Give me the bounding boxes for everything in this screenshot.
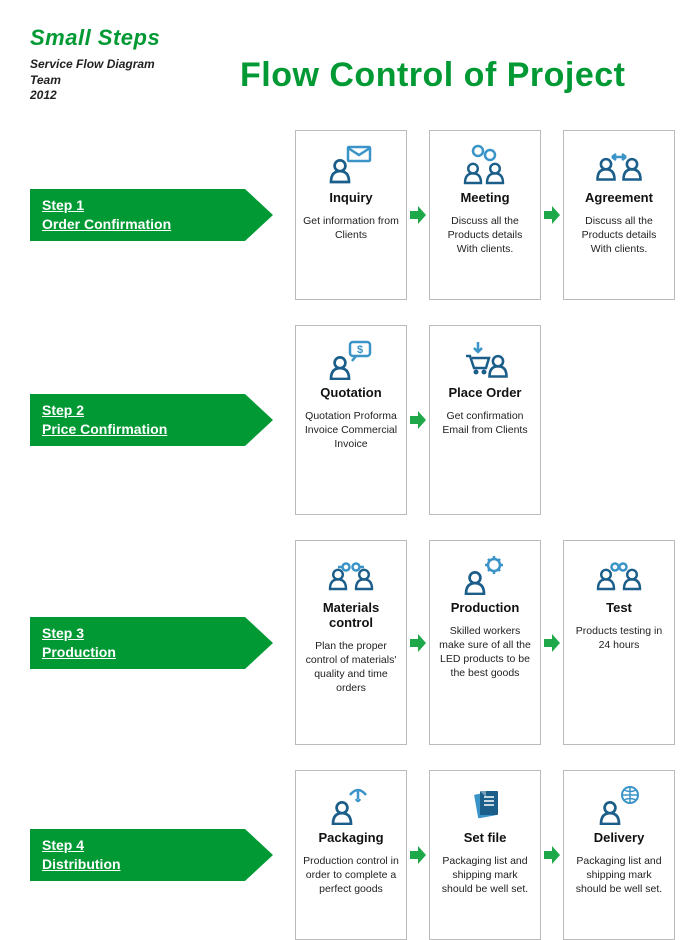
step-arrow: Step 1 Order Confirmation <box>30 189 275 241</box>
card-description: Products testing in 24 hours <box>570 624 668 652</box>
step-row: Step 1 Order Confirmation Inquiry Get in… <box>0 130 700 300</box>
card-description: Get confirmation Email from Clients <box>436 409 534 437</box>
card-title: Delivery <box>594 831 645 846</box>
card-description: Plan the proper control of materials' qu… <box>302 639 400 696</box>
step-arrow-label: Step 2 Price Confirmation <box>30 394 245 446</box>
card-description: Skilled workers make sure of all the LED… <box>436 624 534 681</box>
delivery-icon <box>594 781 644 827</box>
process-card: Production Skilled workers make sure of … <box>429 540 541 745</box>
production-icon <box>460 551 510 597</box>
card-description: Packaging list and shipping mark should … <box>436 854 534 897</box>
card-title: Meeting <box>460 191 509 206</box>
step-arrow: Step 3 Production <box>30 617 275 669</box>
flow-arrow-icon <box>541 130 563 300</box>
flow-arrow-icon <box>407 130 429 300</box>
card-title: Test <box>606 601 632 616</box>
process-card: Packaging Production control in order to… <box>295 770 407 940</box>
step-title: Distribution <box>42 855 245 874</box>
flow-arrow-icon <box>541 770 563 940</box>
process-card: Place Order Get confirmation Email from … <box>429 325 541 515</box>
step-number: Step 1 <box>42 196 245 215</box>
step-arrow-label: Step 3 Production <box>30 617 245 669</box>
meeting-icon <box>460 141 510 187</box>
process-card: Inquiry Get information from Clients <box>295 130 407 300</box>
card-group: Packaging Production control in order to… <box>295 770 675 940</box>
agreement-icon <box>594 141 644 187</box>
card-group: Materials control Plan the proper contro… <box>295 540 675 745</box>
process-card: Materials control Plan the proper contro… <box>295 540 407 745</box>
materials-icon <box>326 551 376 597</box>
process-card: Delivery Packaging list and shipping mar… <box>563 770 675 940</box>
card-description: Get information from Clients <box>302 214 400 242</box>
page-title: Flow Control of Project <box>240 56 625 95</box>
process-card: $ Quotation Quotation Proforma Invoice C… <box>295 325 407 515</box>
card-description: Discuss all the Products details With cl… <box>436 214 534 257</box>
step-arrow-label: Step 4 Distribution <box>30 829 245 881</box>
card-description: Production control in order to complete … <box>302 854 400 897</box>
card-title: Inquiry <box>329 191 372 206</box>
step-number: Step 2 <box>42 401 245 420</box>
card-title: Packaging <box>318 831 383 846</box>
packaging-icon <box>326 781 376 827</box>
card-title: Set file <box>464 831 507 846</box>
card-title: Production <box>451 601 520 616</box>
card-group: $ Quotation Quotation Proforma Invoice C… <box>295 325 541 515</box>
inquiry-icon <box>326 141 376 187</box>
test-icon <box>594 551 644 597</box>
order-icon <box>460 336 510 382</box>
step-title: Production <box>42 643 245 662</box>
step-row: Step 3 Production Materials control Plan… <box>0 540 700 745</box>
setfile-icon <box>460 781 510 827</box>
step-title: Order Confirmation <box>42 215 245 234</box>
step-arrow: Step 4 Distribution <box>30 829 275 881</box>
flow-arrow-icon <box>407 540 429 745</box>
card-title: Materials control <box>302 601 400 631</box>
flow-arrow-icon <box>541 540 563 745</box>
flow-arrow-icon <box>407 770 429 940</box>
process-card: Test Products testing in 24 hours <box>563 540 675 745</box>
svg-text:$: $ <box>357 344 363 356</box>
card-title: Place Order <box>449 386 522 401</box>
card-description: Quotation Proforma Invoice Commercial In… <box>302 409 400 452</box>
step-arrow: Step 2 Price Confirmation <box>30 394 275 446</box>
card-description: Discuss all the Products details With cl… <box>570 214 668 257</box>
step-number: Step 3 <box>42 624 245 643</box>
step-arrow-label: Step 1 Order Confirmation <box>30 189 245 241</box>
brand-title: Small Steps <box>30 25 700 51</box>
process-card: Agreement Discuss all the Products detai… <box>563 130 675 300</box>
step-number: Step 4 <box>42 836 245 855</box>
card-group: Inquiry Get information from Clients Mee… <box>295 130 675 300</box>
step-title: Price Confirmation <box>42 420 245 439</box>
card-description: Packaging list and shipping mark should … <box>570 854 668 897</box>
step-row: Step 4 Distribution Packaging Production… <box>0 770 700 940</box>
process-card: Meeting Discuss all the Products details… <box>429 130 541 300</box>
card-title: Quotation <box>320 386 381 401</box>
card-title: Agreement <box>585 191 653 206</box>
quotation-icon: $ <box>326 336 376 382</box>
step-row: Step 2 Price Confirmation $ Quotation Qu… <box>0 325 700 515</box>
process-card: Set file Packaging list and shipping mar… <box>429 770 541 940</box>
flow-arrow-icon <box>407 325 429 515</box>
